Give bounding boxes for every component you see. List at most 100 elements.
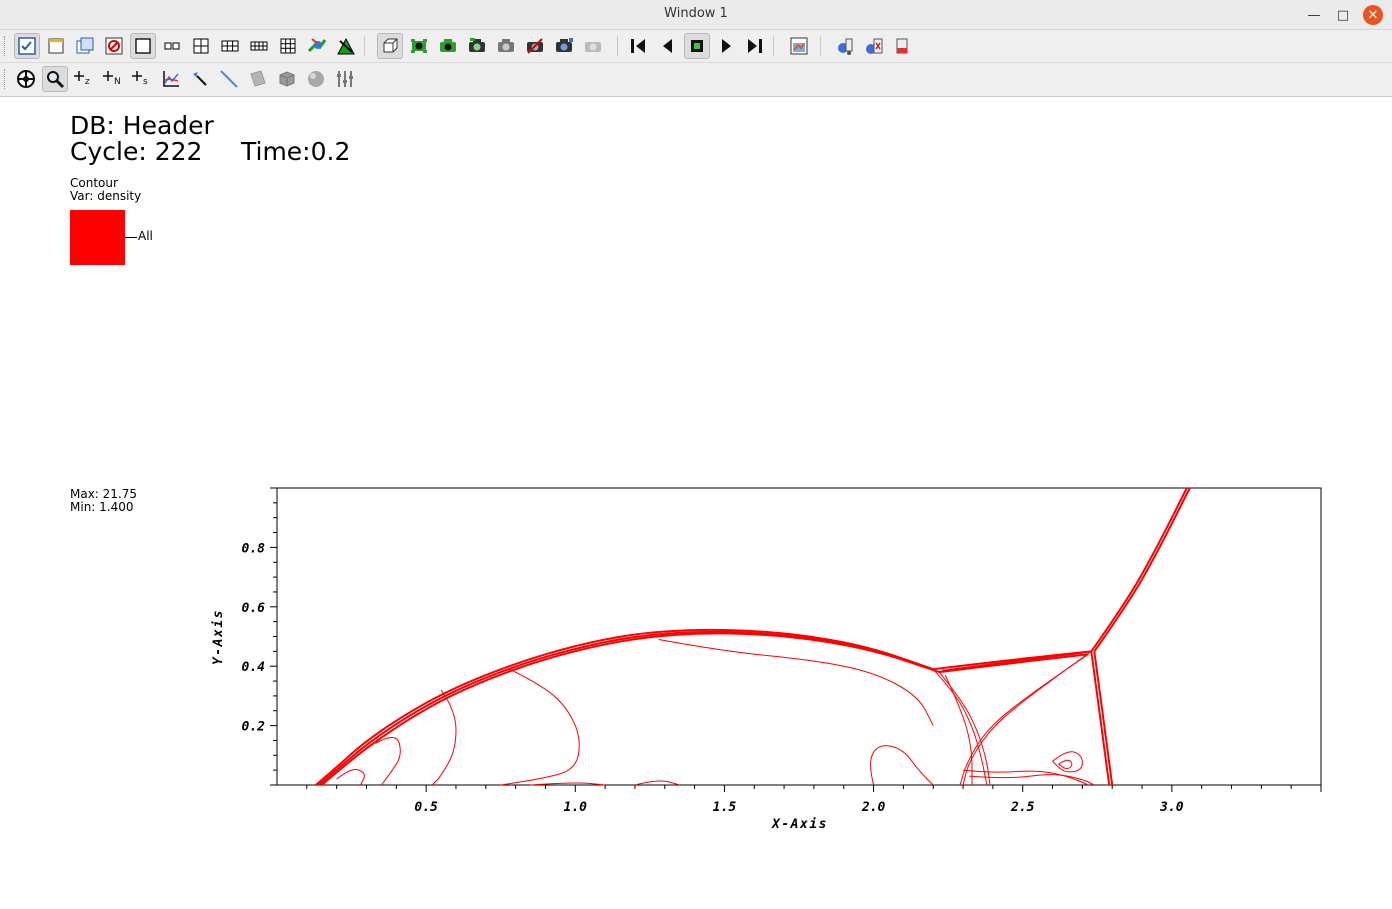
zone-pick-icon: z bbox=[73, 68, 95, 90]
recenter-icon bbox=[437, 35, 459, 57]
first-frame-button[interactable] bbox=[625, 33, 651, 59]
window-title: Window 1 bbox=[664, 6, 728, 21]
layout-2x2-button[interactable] bbox=[188, 33, 214, 59]
reset-view-button[interactable] bbox=[580, 33, 606, 59]
toolbar-separator bbox=[773, 36, 774, 56]
toolbar-handle[interactable] bbox=[4, 36, 8, 56]
close-button[interactable]: ✕ bbox=[1363, 5, 1383, 25]
sphere-tool-icon bbox=[305, 68, 327, 90]
toolbar-separator bbox=[820, 36, 821, 56]
new-window-icon bbox=[45, 35, 67, 57]
legend-plot-type: Contour bbox=[70, 176, 118, 190]
lock-view-icon bbox=[306, 35, 328, 57]
redo-view-icon bbox=[524, 35, 546, 57]
delete-window-icon bbox=[103, 35, 125, 57]
layout-3x3-button[interactable] bbox=[275, 33, 301, 59]
draw-plots-button[interactable] bbox=[406, 33, 432, 59]
pick-mode-subscript: s bbox=[143, 77, 148, 87]
spin-mode-button[interactable] bbox=[786, 33, 812, 59]
box-tool-icon bbox=[276, 68, 298, 90]
layout-1x1-button[interactable] bbox=[130, 33, 156, 59]
spreadsheet-pick-button[interactable]: s bbox=[129, 66, 155, 92]
legend-level-label: All bbox=[138, 229, 153, 243]
redo-view-button[interactable] bbox=[522, 33, 548, 59]
draw-plots-icon bbox=[408, 35, 430, 57]
zoom-mode-icon bbox=[44, 68, 66, 90]
perspective-view-icon bbox=[379, 35, 401, 57]
line-tool-button[interactable] bbox=[216, 66, 242, 92]
layout-2x4-button[interactable] bbox=[246, 33, 272, 59]
delete-window-button[interactable] bbox=[101, 33, 127, 59]
reverse-play-button[interactable] bbox=[654, 33, 680, 59]
reset-view-icon bbox=[582, 35, 604, 57]
pick-mode-subscript: z bbox=[85, 77, 90, 87]
axis-restriction-button[interactable] bbox=[332, 66, 358, 92]
new-window-button[interactable] bbox=[43, 33, 69, 59]
remove-engine-icon bbox=[891, 35, 913, 57]
zone-pick-button[interactable]: z bbox=[71, 66, 97, 92]
recenter-button[interactable] bbox=[435, 33, 461, 59]
navigate-mode-icon bbox=[15, 68, 37, 90]
undo-view-button[interactable] bbox=[493, 33, 519, 59]
save-view-icon bbox=[466, 35, 488, 57]
curve-lineout-button[interactable] bbox=[158, 66, 184, 92]
last-frame-button[interactable] bbox=[742, 33, 768, 59]
line-tool-icon bbox=[218, 68, 240, 90]
minimize-button[interactable]: — bbox=[1307, 7, 1321, 23]
maximize-button[interactable]: □ bbox=[1336, 7, 1350, 23]
invert-background-button[interactable] bbox=[832, 33, 858, 59]
toolbar-separator bbox=[364, 36, 365, 56]
box-tool-button[interactable] bbox=[274, 66, 300, 92]
legend-color-swatch bbox=[70, 210, 125, 265]
clone-window-icon bbox=[74, 35, 96, 57]
layout-2x4-icon bbox=[248, 35, 270, 57]
spin-mode-icon bbox=[788, 35, 810, 57]
legend-variable: Var: density bbox=[70, 189, 142, 203]
point-tool-button[interactable] bbox=[187, 66, 213, 92]
remove-engine-button[interactable] bbox=[889, 33, 915, 59]
layout-1x1-icon bbox=[132, 35, 154, 57]
time-label: Time:0.2 bbox=[241, 137, 351, 166]
node-pick-button[interactable]: N bbox=[100, 66, 126, 92]
node-pick-icon: N bbox=[102, 68, 124, 90]
curve-lineout-icon bbox=[160, 68, 182, 90]
navigate-mode-button[interactable] bbox=[13, 66, 39, 92]
toolbar-handle[interactable] bbox=[4, 69, 8, 89]
mpi-engine-button[interactable] bbox=[861, 33, 887, 59]
clone-window-button[interactable] bbox=[72, 33, 98, 59]
legend-min: Min: 1.400 bbox=[70, 500, 134, 514]
window-titlebar: Window 1 — □ ✕ bbox=[0, 0, 1392, 30]
choose-view-button[interactable] bbox=[551, 33, 577, 59]
save-view-button[interactable] bbox=[464, 33, 490, 59]
lock-view-button[interactable] bbox=[304, 33, 330, 59]
sphere-tool-button[interactable] bbox=[303, 66, 329, 92]
layout-1x2-icon bbox=[161, 35, 183, 57]
perspective-view-button[interactable] bbox=[377, 33, 403, 59]
plane-tool-icon bbox=[247, 68, 269, 90]
toolbar-separator bbox=[617, 36, 618, 56]
layout-2x3-button[interactable] bbox=[217, 33, 243, 59]
play-icon bbox=[715, 35, 737, 57]
zoom-mode-button[interactable] bbox=[42, 66, 68, 92]
first-frame-icon bbox=[627, 35, 649, 57]
main-toolbar bbox=[0, 30, 1392, 63]
legend-max: Max: 21.75 bbox=[70, 487, 138, 501]
mpi-engine-icon bbox=[863, 35, 885, 57]
last-frame-icon bbox=[744, 35, 766, 57]
db-label: DB: Header bbox=[70, 111, 214, 140]
lock-time-button[interactable] bbox=[333, 33, 359, 59]
layout-1x2-button[interactable] bbox=[159, 33, 185, 59]
cycle-label: Cycle: 222 bbox=[70, 137, 203, 166]
play-button[interactable] bbox=[713, 33, 739, 59]
choose-view-icon bbox=[553, 35, 575, 57]
active-window-button[interactable] bbox=[14, 33, 40, 59]
layout-3x3-icon bbox=[277, 35, 299, 57]
visualization-window[interactable]: DB: Header Cycle: 222 Time:0.2 Contour V… bbox=[0, 97, 1392, 909]
plane-tool-button[interactable] bbox=[245, 66, 271, 92]
legend-level-tick bbox=[125, 237, 137, 238]
pick-mode-subscript: N bbox=[114, 77, 121, 87]
spreadsheet-pick-icon: s bbox=[131, 68, 153, 90]
layout-2x3-icon bbox=[219, 35, 241, 57]
stop-button[interactable] bbox=[684, 33, 710, 59]
